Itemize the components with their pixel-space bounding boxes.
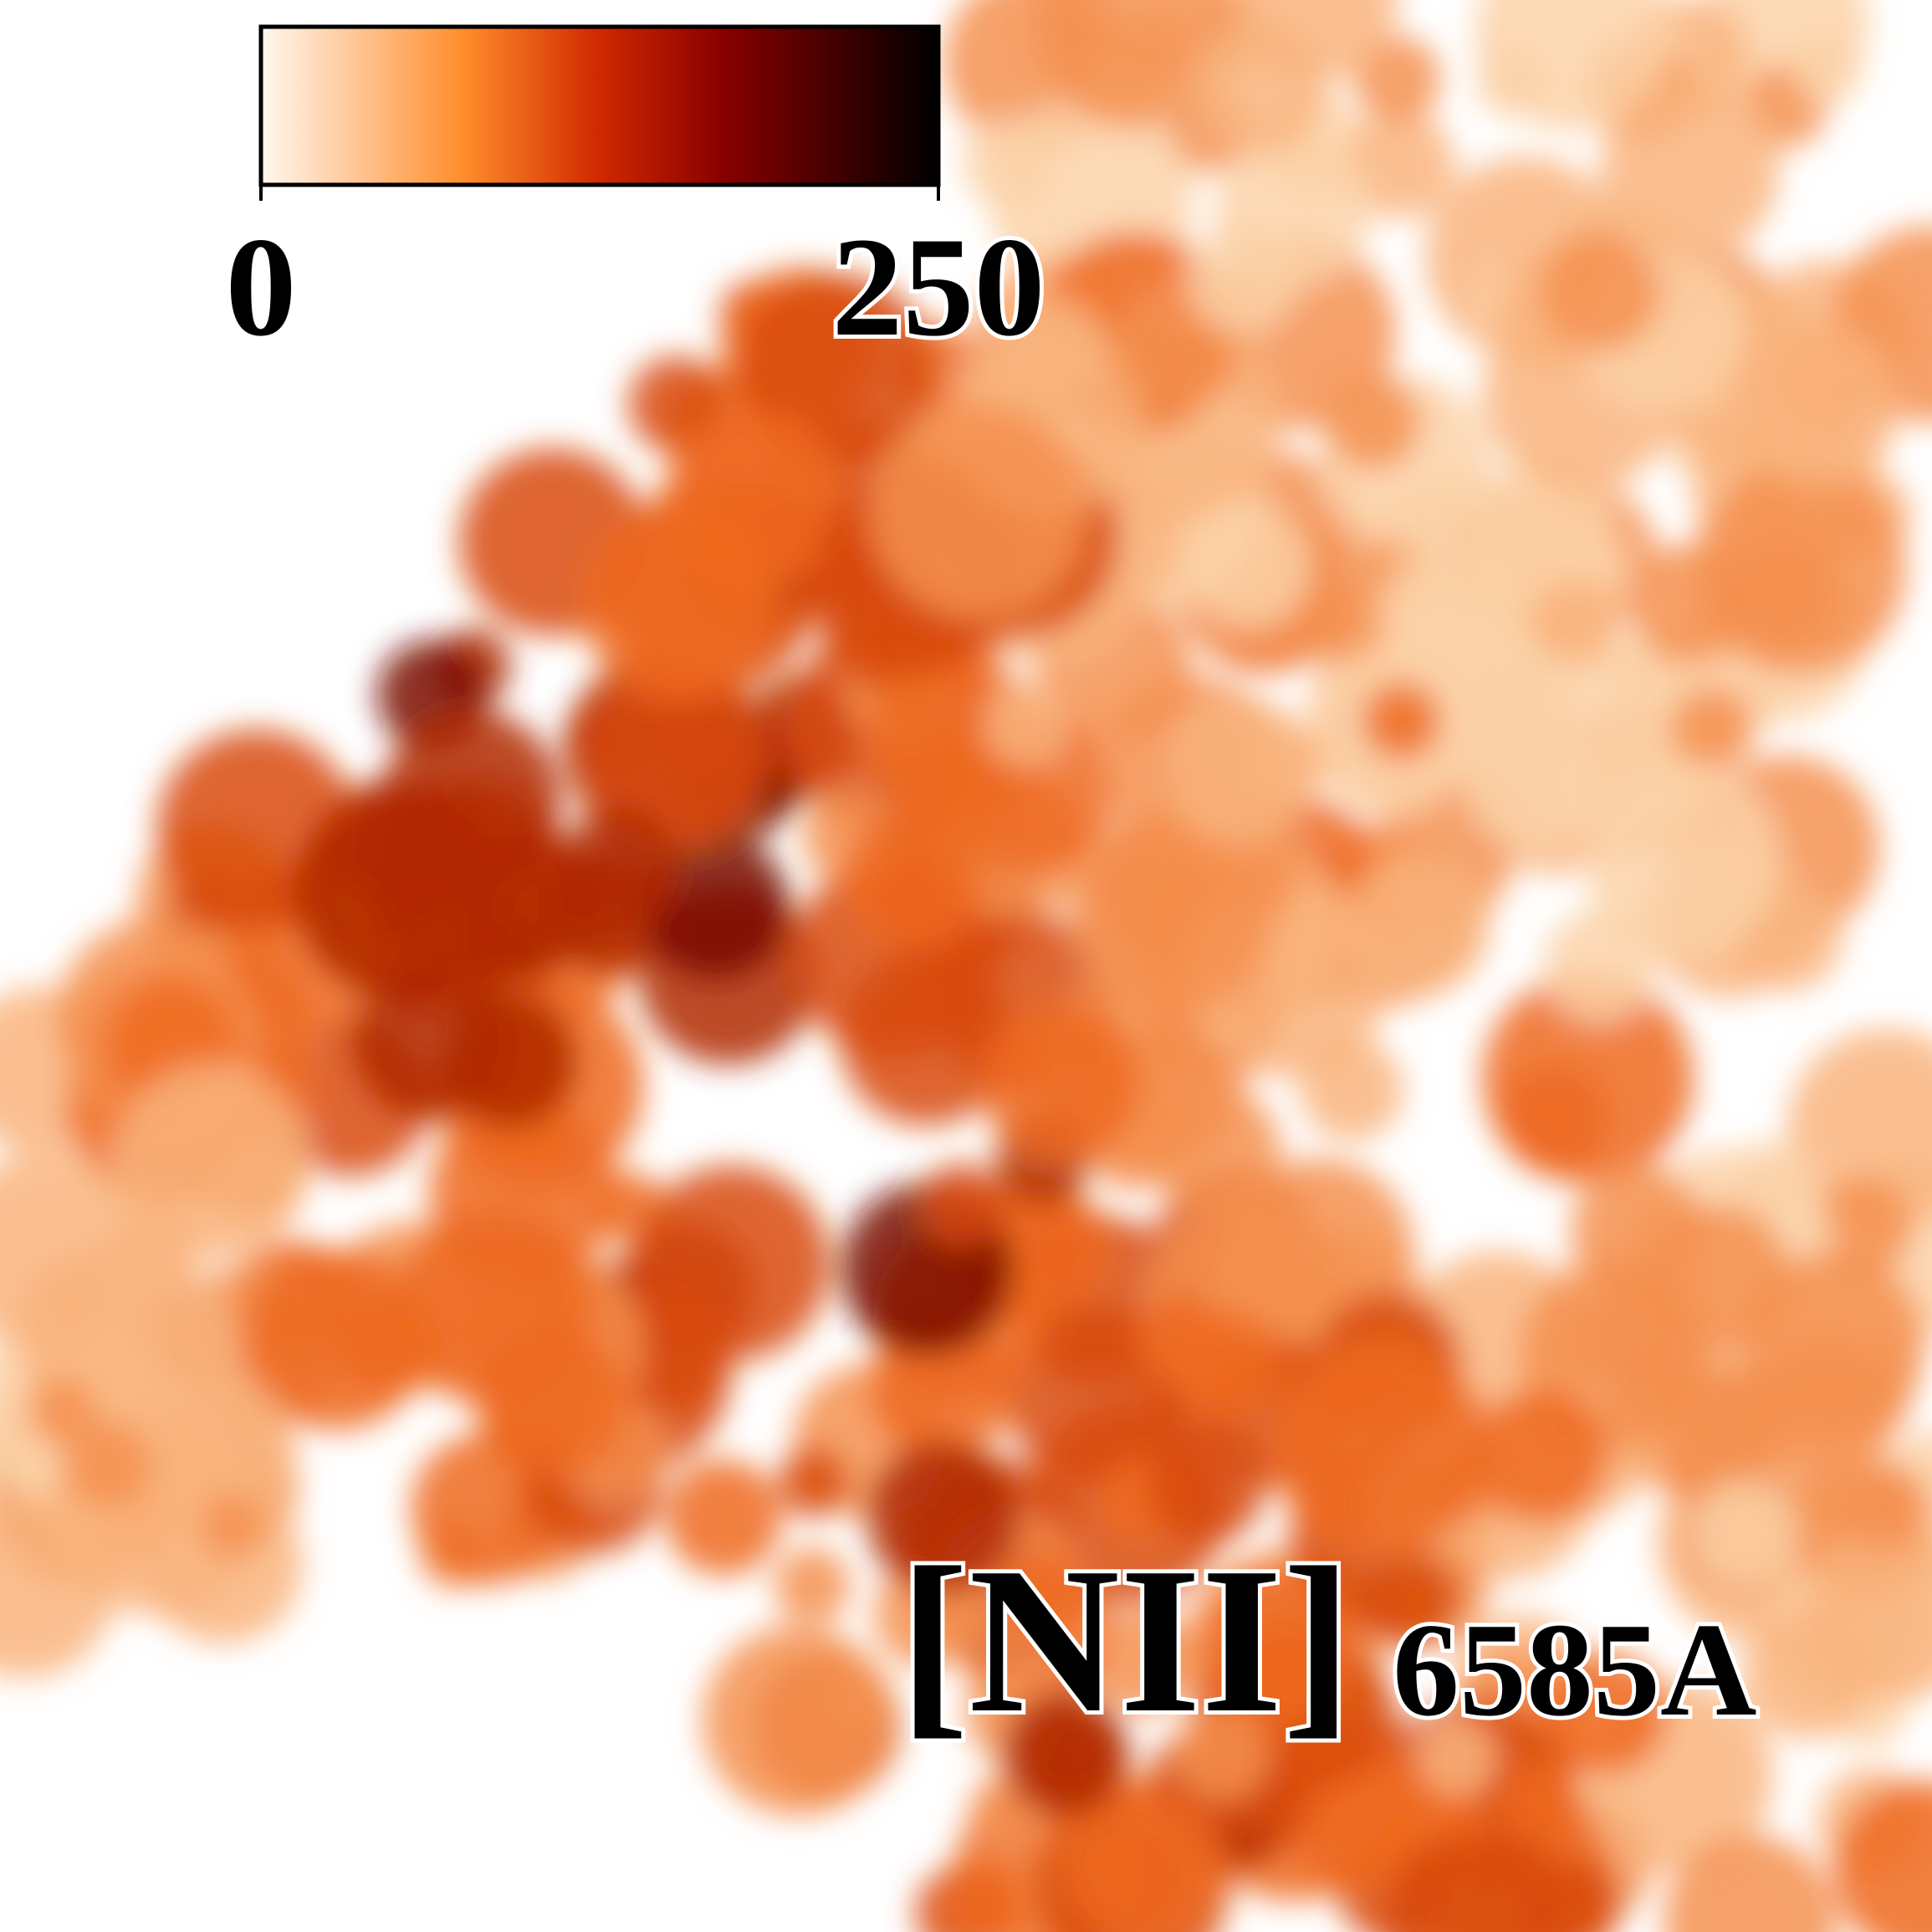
emission-blob bbox=[476, 1326, 627, 1477]
emission-blob bbox=[665, 1459, 782, 1576]
emission-blob bbox=[1172, 1310, 1281, 1420]
emission-blob bbox=[1377, 543, 1526, 693]
emission-blob bbox=[1585, 761, 1781, 957]
emission-blob bbox=[869, 401, 1087, 620]
emission-blob bbox=[1542, 1651, 1666, 1775]
emission-blob bbox=[1473, 1390, 1607, 1524]
emission-blob bbox=[774, 1546, 851, 1624]
emission-blob bbox=[778, 1448, 848, 1519]
emission-blob bbox=[920, 1163, 1004, 1247]
emission-blob bbox=[866, 1440, 1020, 1595]
emission-blob bbox=[352, 963, 509, 1120]
emission-blob bbox=[1090, 1608, 1196, 1715]
emission-blob bbox=[245, 1248, 428, 1431]
emission-blob bbox=[1234, 0, 1398, 83]
emission-blob bbox=[980, 1002, 1140, 1163]
line-label: [NII] bbox=[899, 1525, 1352, 1756]
emission-blob bbox=[1347, 110, 1455, 219]
emission-blob bbox=[1787, 1028, 1932, 1228]
emission-blob bbox=[1741, 1252, 1926, 1438]
emission-blob bbox=[556, 808, 680, 932]
emission-blob bbox=[1418, 1718, 1498, 1798]
emission-blob bbox=[1807, 1523, 1932, 1701]
emission-blob bbox=[1272, 1339, 1489, 1556]
tick-label: 250 bbox=[832, 208, 1045, 365]
emission-blob bbox=[1297, 1777, 1414, 1895]
emission-blob bbox=[1325, 375, 1421, 471]
emission-blob bbox=[1474, 0, 1673, 133]
colorbar-ticks: 0 250 bbox=[222, 185, 1050, 370]
emission-blob bbox=[1187, 224, 1298, 335]
emission-blob bbox=[1500, 1761, 1582, 1843]
emission-blob bbox=[1533, 576, 1623, 667]
wavelength-label: 6585A bbox=[1393, 1595, 1757, 1744]
emission-blob bbox=[28, 1378, 98, 1448]
emission-blob bbox=[1838, 1461, 1929, 1552]
emission-blob bbox=[1362, 1552, 1459, 1649]
emission-blob bbox=[1670, 687, 1755, 772]
emission-blob bbox=[1499, 1064, 1610, 1174]
emission-blob bbox=[199, 1493, 267, 1561]
emission-blob bbox=[1540, 232, 1660, 352]
emission-blob bbox=[1347, 852, 1491, 995]
emission-blob bbox=[1735, 324, 1899, 488]
emission-blob bbox=[1002, 1690, 1129, 1817]
emission-blob bbox=[1353, 36, 1441, 123]
emission-blob bbox=[580, 505, 778, 703]
emission-blob bbox=[1175, 1707, 1270, 1802]
emission-blob bbox=[1033, 0, 1243, 129]
emission-blob bbox=[1059, 1775, 1227, 1932]
emission-blob bbox=[962, 117, 1050, 207]
emission-blob bbox=[23, 1261, 112, 1351]
emission-blob bbox=[1600, 80, 1780, 260]
emission-blob bbox=[1384, 1832, 1561, 1932]
emission-blob bbox=[1362, 682, 1441, 760]
emission-blob bbox=[1663, 1834, 1837, 1932]
emission-blob bbox=[1202, 1570, 1357, 1725]
emission-blob bbox=[1148, 1426, 1266, 1544]
emission-blob bbox=[1209, 827, 1301, 920]
colorbar bbox=[258, 24, 941, 187]
emission-blob bbox=[1694, 463, 1907, 675]
emission-blob bbox=[113, 1062, 311, 1260]
emission-blob bbox=[634, 1165, 831, 1362]
emission-blob bbox=[982, 682, 1068, 768]
emission-blob bbox=[944, 1866, 1022, 1932]
emission-blob bbox=[1183, 501, 1312, 630]
emission-blob bbox=[63, 1420, 153, 1511]
emission-blob bbox=[1163, 695, 1314, 846]
emission-blob bbox=[1833, 1781, 1932, 1932]
emission-blob bbox=[1815, 1178, 1913, 1276]
emission-blob bbox=[998, 294, 1106, 401]
emission-blob bbox=[844, 810, 984, 950]
emission-blob bbox=[999, 1551, 1086, 1637]
emission-blob bbox=[580, 661, 770, 851]
emission-blob bbox=[293, 791, 501, 999]
emission-blob bbox=[825, 1663, 892, 1731]
emission-blob bbox=[1689, 1479, 1799, 1588]
tick-label: 0 bbox=[226, 208, 297, 365]
emission-blob bbox=[1790, 33, 1863, 105]
emission-blob bbox=[1300, 1037, 1403, 1142]
